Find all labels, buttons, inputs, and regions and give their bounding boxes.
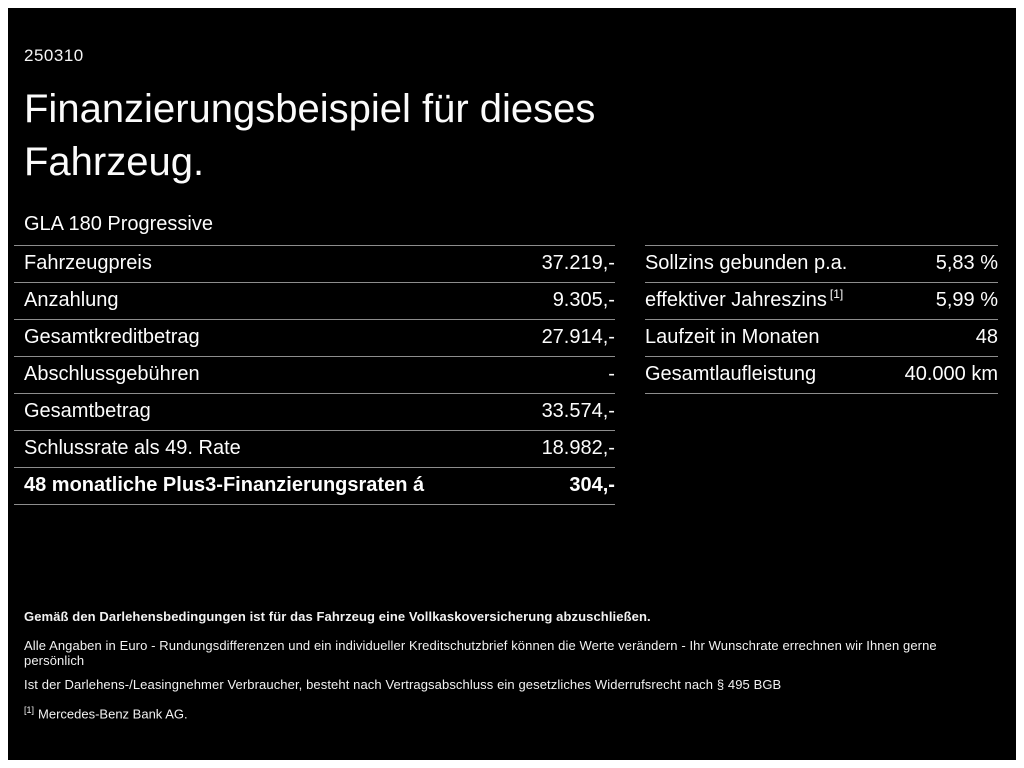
table-row: Anzahlung 9.305,- [14,281,615,319]
row-value: 27.914,- [541,326,615,349]
offer-code: 250310 [24,46,84,65]
row-label: Gesamtbetrag [24,400,151,423]
row-label: 48 monatliche Plus3-Finanzierungsraten á [24,474,425,497]
footnote-marker: [1] [829,287,844,302]
row-label: Anzahlung [24,289,119,312]
page-title: Finanzierungsbeispiel für dieses Fahrzeu… [24,83,998,189]
table-row: Gesamtlaufleistung 40.000 km [644,355,998,394]
table-row: Gesamtbetrag 33.574,- [14,392,615,430]
row-label: Gesamtlaufleistung [644,363,817,386]
page-title-line2: Fahrzeug. [24,139,205,184]
disclaimer-note: Alle Angaben in Euro - Rundungsdifferenz… [24,637,937,668]
financing-example-sheet: 250310 Finanzierungsbeispiel für dieses … [8,8,1016,760]
row-label: Fahrzeugpreis [24,252,152,275]
row-label: effektiver Jahreszins [1] [644,287,844,312]
row-value: 9.305,- [552,289,615,312]
table-row: Fahrzeugpreis 37.219,- [14,244,615,282]
table-row: Laufzeit in Monaten 48 [644,318,998,356]
bank-footnote: [1] Mercedes-Benz Bank AG. [24,704,188,721]
withdrawal-note: Ist der Darlehens-/Leasingnehmer Verbrau… [24,676,782,692]
row-label: Gesamtkreditbetrag [24,326,200,349]
footnote-marker: [1] [24,704,35,715]
row-label: Abschlussgebühren [24,363,200,386]
table-row: Abschlussgebühren - [14,355,615,393]
row-value: 48 [975,326,998,349]
footnotes: Gemäß den Darlehensbedingungen ist für d… [24,609,998,721]
insurance-note: Gemäß den Darlehensbedingungen ist für d… [24,608,651,624]
row-value: 5,83 % [935,252,998,275]
row-label: Schlussrate als 49. Rate [24,437,241,460]
table-row-monthly-rate: 48 monatliche Plus3-Finanzierungsraten á… [14,466,615,505]
row-label: Sollzins gebunden p.a. [644,252,848,275]
conditions-table: Sollzins gebunden p.a. 5,83 % effektiver… [644,244,998,394]
table-row: Sollzins gebunden p.a. 5,83 % [644,244,998,282]
row-value: 5,99 % [935,289,998,312]
page-title-line1: Finanzierungsbeispiel für dieses [24,87,596,131]
row-value: 37.219,- [541,252,615,275]
table-row: Schlussrate als 49. Rate 18.982,- [14,429,615,467]
row-value: - [608,363,615,386]
row-value: 18.982,- [541,437,615,460]
finance-tables: Fahrzeugpreis 37.219,- Anzahlung 9.305,-… [14,244,998,505]
row-value: 304,- [569,474,615,497]
table-row: effektiver Jahreszins [1] 5,99 % [644,281,998,319]
row-label: Laufzeit in Monaten [644,326,820,349]
row-value: 40.000 km [904,363,998,386]
finance-table: Fahrzeugpreis 37.219,- Anzahlung 9.305,-… [14,244,615,505]
vehicle-model: GLA 180 Progressive [24,212,213,235]
row-value: 33.574,- [541,400,615,423]
table-row: Gesamtkreditbetrag 27.914,- [14,318,615,356]
